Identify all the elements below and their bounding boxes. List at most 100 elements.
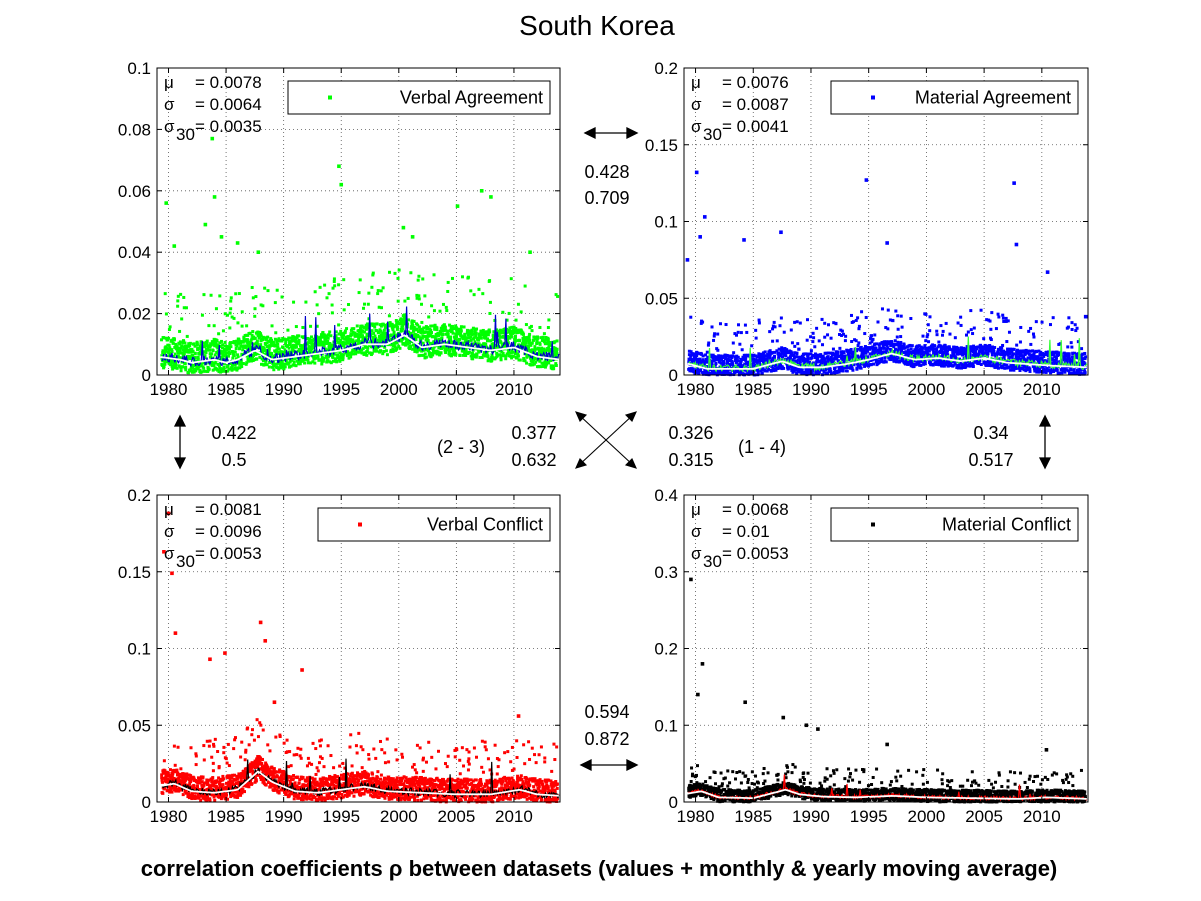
data-point <box>971 363 975 367</box>
data-point <box>879 346 883 350</box>
data-point <box>1003 353 1007 357</box>
data-point <box>773 350 777 354</box>
data-point <box>316 355 320 359</box>
data-point <box>833 365 837 369</box>
data-point <box>239 362 243 366</box>
data-point <box>1028 367 1032 371</box>
data-point <box>498 349 502 353</box>
data-point <box>700 370 704 374</box>
data-point <box>814 369 818 373</box>
data-point <box>796 342 800 346</box>
data-point <box>355 324 359 328</box>
data-point <box>701 372 705 376</box>
data-point <box>505 318 509 322</box>
data-point <box>236 321 240 325</box>
data-point <box>817 369 821 373</box>
data-point <box>504 354 508 358</box>
data-point <box>841 366 845 370</box>
data-point <box>886 327 890 331</box>
data-point <box>191 349 195 353</box>
data-point <box>1082 367 1086 371</box>
data-point <box>170 338 174 342</box>
y-tick-label: 0.02 <box>118 305 151 324</box>
data-point <box>227 347 231 351</box>
data-point <box>282 337 286 341</box>
data-point <box>1054 355 1058 359</box>
data-point <box>1048 323 1052 327</box>
data-point <box>925 352 929 356</box>
data-point <box>194 367 198 371</box>
data-point <box>171 366 175 370</box>
x-tick-label: 2010 <box>1023 380 1061 399</box>
data-point <box>826 355 830 359</box>
data-point <box>211 361 215 365</box>
data-point <box>448 353 452 357</box>
data-point <box>190 365 194 369</box>
data-point <box>346 303 350 307</box>
data-point <box>887 342 891 346</box>
data-point <box>859 347 863 351</box>
data-point <box>715 347 719 351</box>
data-point <box>985 318 989 322</box>
data-point <box>436 350 440 354</box>
data-point <box>335 359 339 363</box>
data-point <box>477 338 481 342</box>
data-point <box>453 336 457 340</box>
data-point <box>219 339 223 343</box>
data-point <box>948 332 952 336</box>
data-point <box>518 339 522 343</box>
data-point <box>812 336 816 340</box>
data-point <box>914 351 918 355</box>
data-point <box>329 334 333 338</box>
data-point <box>311 360 315 364</box>
data-point <box>399 317 403 321</box>
data-point <box>907 350 911 354</box>
data-point <box>724 357 728 361</box>
data-point <box>1058 342 1062 346</box>
data-point <box>528 326 532 330</box>
data-point <box>358 349 362 353</box>
data-point <box>198 350 202 354</box>
data-point <box>405 338 409 342</box>
data-point <box>993 365 997 369</box>
data-point <box>829 355 833 359</box>
data-point <box>995 358 999 362</box>
data-point <box>538 359 542 363</box>
data-point <box>326 336 330 340</box>
data-point <box>734 356 738 360</box>
data-point <box>257 345 261 349</box>
data-point <box>375 329 379 333</box>
data-point <box>379 329 383 333</box>
data-point <box>789 328 793 332</box>
data-point <box>171 341 175 345</box>
data-point <box>299 347 303 351</box>
data-point <box>896 327 900 331</box>
data-point <box>739 362 743 366</box>
data-point <box>357 337 361 341</box>
data-point <box>1067 352 1071 356</box>
data-point <box>443 349 447 353</box>
data-point <box>791 358 795 362</box>
data-point <box>1009 368 1013 372</box>
data-point <box>354 352 358 356</box>
data-point <box>467 339 471 343</box>
data-point <box>216 343 220 347</box>
data-point <box>826 333 830 337</box>
data-point <box>898 359 902 363</box>
data-point <box>160 776 164 780</box>
data-point <box>365 353 369 357</box>
data-point <box>232 354 236 358</box>
data-point <box>379 324 383 328</box>
data-point <box>995 362 999 366</box>
data-point <box>259 334 263 338</box>
data-point <box>797 358 801 362</box>
data-point <box>952 360 956 364</box>
data-point <box>978 349 982 353</box>
data-point <box>513 336 517 340</box>
data-point <box>370 329 374 333</box>
data-point <box>162 336 166 340</box>
y-tick-label: 0.1 <box>654 213 678 232</box>
data-point <box>553 340 557 344</box>
data-point <box>1071 359 1075 363</box>
outlier-point <box>203 222 208 227</box>
